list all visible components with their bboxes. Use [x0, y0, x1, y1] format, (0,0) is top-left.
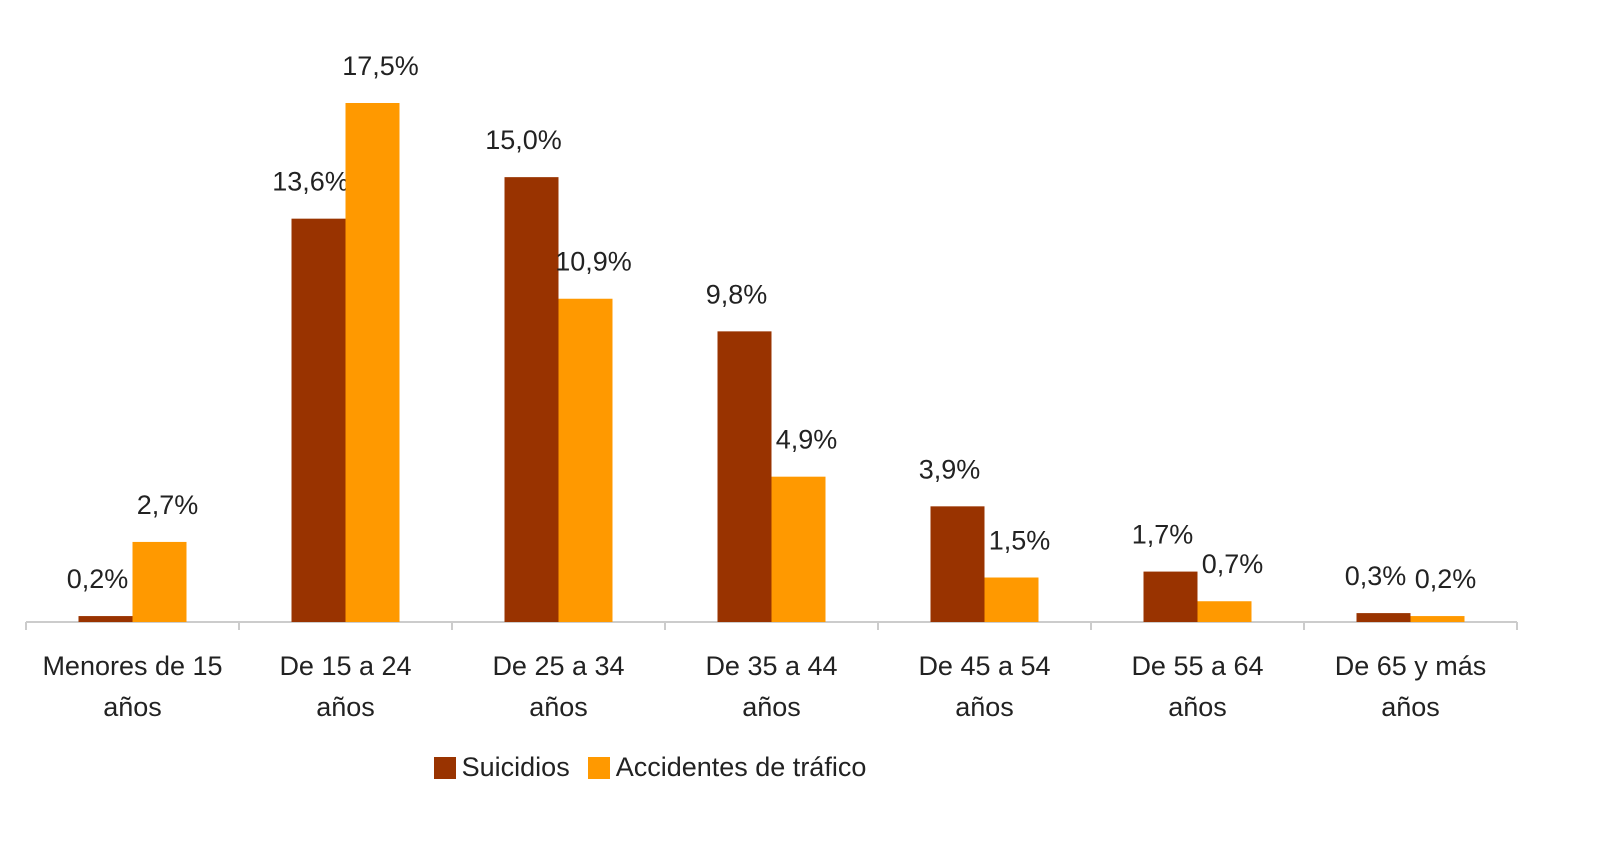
x-tick-label: De 15 a 24 años	[279, 651, 412, 722]
bar	[345, 103, 400, 622]
x-tick-label: De 25 a 34 años	[492, 651, 625, 722]
bar	[132, 541, 187, 622]
bar	[1356, 613, 1411, 622]
bar	[984, 577, 1039, 622]
bar	[291, 218, 346, 623]
bar	[78, 616, 133, 622]
x-tick-label: De 55 a 64 años	[1131, 651, 1264, 722]
data-label: 10,9%	[555, 247, 632, 277]
bar	[504, 177, 559, 622]
bar	[1410, 616, 1465, 622]
legend-item: Accidentes de tráfico	[587, 752, 867, 783]
data-label: 1,5%	[989, 526, 1051, 556]
legend: Suicidios Accidentes de tráfico	[0, 752, 1450, 783]
data-label: 13,6%	[272, 167, 349, 197]
data-label: 15,0%	[485, 125, 562, 155]
bar	[717, 331, 772, 622]
x-tick-label: De 65 y más años	[1334, 651, 1487, 722]
data-label: 9,8%	[706, 279, 768, 309]
x-tick-label: De 35 a 44 años	[705, 651, 838, 722]
legend-swatch	[433, 756, 456, 779]
legend-swatch	[587, 756, 610, 779]
bar	[771, 476, 826, 622]
legend-item: Suicidios	[433, 752, 570, 783]
bar	[930, 506, 985, 622]
data-label: 3,9%	[919, 454, 981, 484]
x-tick-label: Menores de 15 años	[42, 651, 223, 722]
x-tick-label: De 45 a 54 años	[918, 651, 1051, 722]
bar	[1143, 571, 1198, 622]
data-label: 0,7%	[1202, 549, 1264, 579]
data-label: 0,2%	[1415, 564, 1477, 594]
data-label: 2,7%	[137, 490, 199, 520]
bar	[558, 298, 613, 622]
data-label: 4,9%	[776, 425, 838, 455]
legend-label: Suicidios	[461, 752, 570, 782]
data-label: 0,2%	[67, 564, 129, 594]
data-label: 1,7%	[1132, 520, 1194, 550]
data-label: 0,3%	[1345, 561, 1407, 591]
bar	[1197, 601, 1252, 622]
legend-label: Accidentes de tráfico	[615, 752, 867, 782]
data-label: 17,5%	[342, 51, 419, 81]
